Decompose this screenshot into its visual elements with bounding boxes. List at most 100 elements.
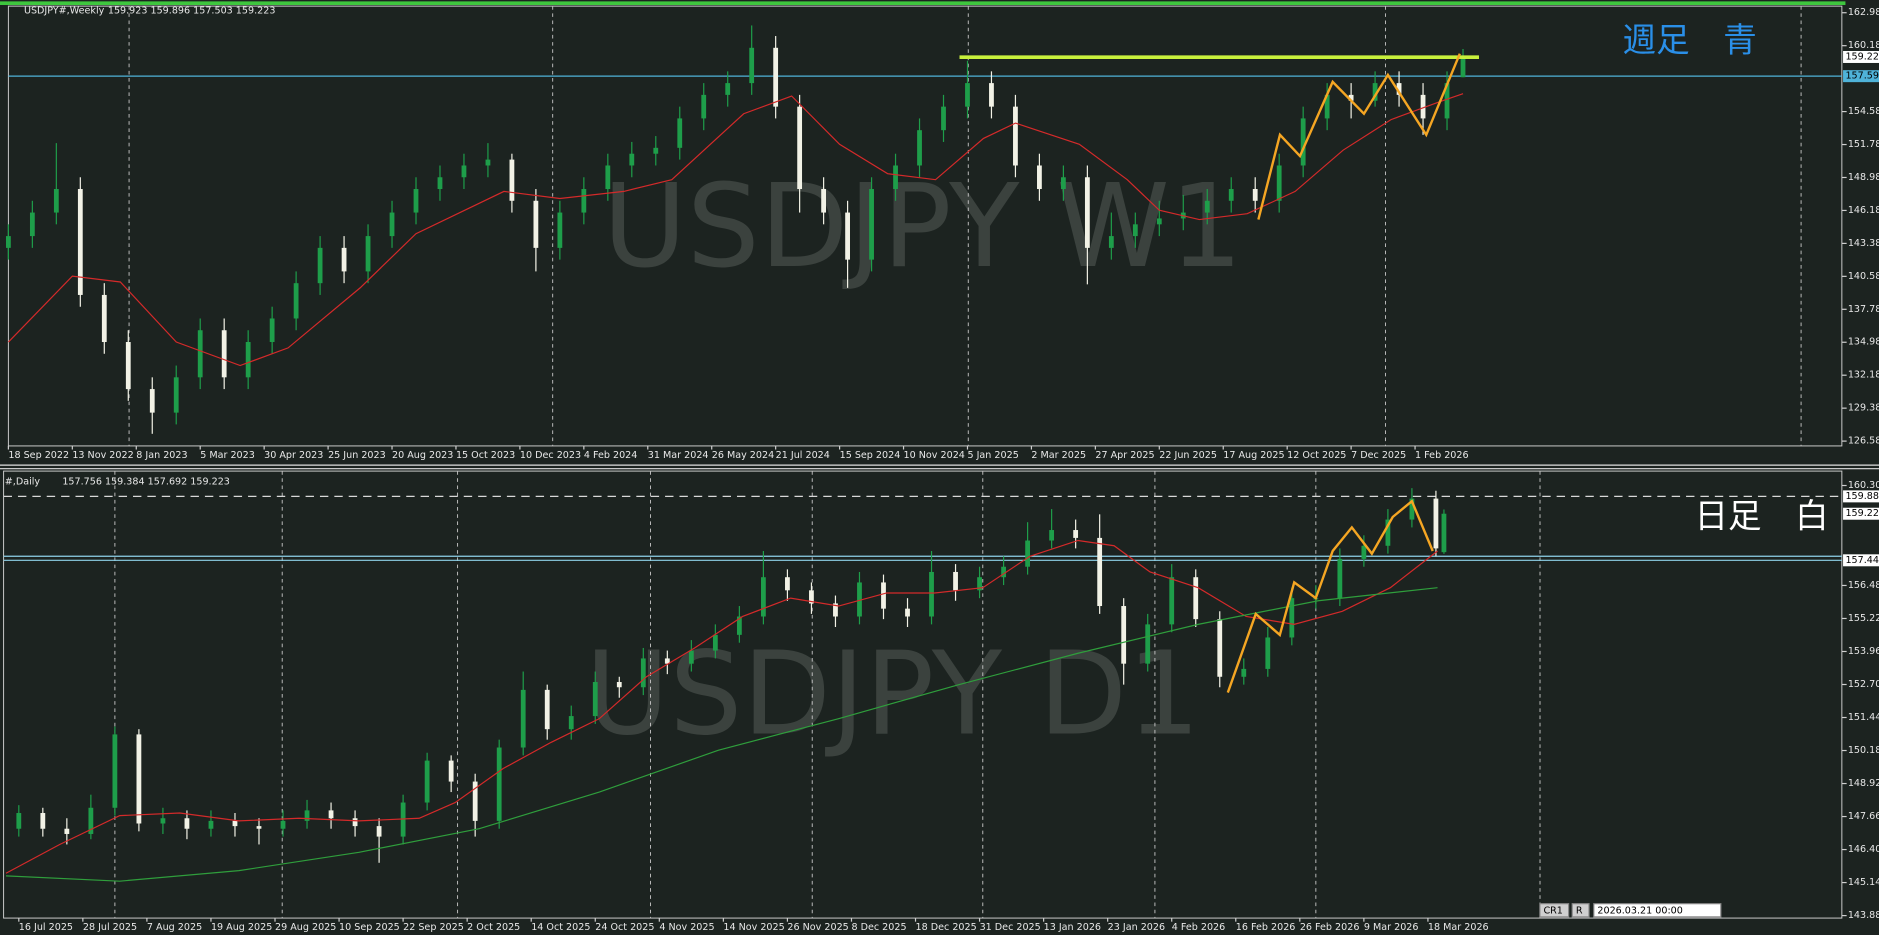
candle-body — [1433, 498, 1439, 549]
candle-body — [77, 189, 83, 295]
x-tick-label: 10 Sep 2025 — [339, 922, 400, 933]
candle-body — [1145, 624, 1151, 664]
line — [5, 587, 1438, 882]
x-tick-label: 26 May 2024 — [712, 450, 774, 461]
candle-body — [496, 747, 502, 821]
candle-body — [341, 247, 347, 272]
candle-body — [269, 318, 275, 343]
candle-body — [1289, 598, 1295, 638]
candle-body — [640, 658, 646, 688]
x-tick-label: 17 Aug 2025 — [1223, 450, 1284, 461]
x-tick-label: 25 Jun 2023 — [328, 450, 386, 461]
candle-body — [953, 571, 958, 591]
x-tick-label: 21 Jul 2024 — [776, 450, 830, 461]
candle-body — [688, 650, 694, 664]
candle-body — [376, 826, 382, 837]
candle-body — [821, 189, 827, 213]
candle-body — [149, 389, 155, 413]
candle-body — [1084, 177, 1090, 248]
candle-body — [1049, 530, 1055, 541]
x-tick-label: 7 Dec 2025 — [1351, 450, 1406, 461]
candle-body — [317, 247, 323, 284]
x-tick-label: 24 Oct 2025 — [595, 922, 654, 933]
x-tick-label: 15 Oct 2023 — [456, 450, 515, 461]
candle-body — [701, 94, 707, 119]
candle-body — [389, 212, 395, 237]
candle-body — [125, 342, 131, 390]
candle-body — [533, 200, 539, 248]
x-tick-label: 29 Aug 2025 — [275, 922, 336, 933]
candle-body — [437, 177, 443, 190]
candle-body — [197, 330, 203, 378]
x-tick-label: 26 Nov 2025 — [787, 922, 848, 933]
price-label-box — [1843, 70, 1879, 83]
candle-body — [1252, 189, 1258, 201]
candle-body — [208, 820, 214, 829]
candle-body — [1337, 558, 1343, 599]
candle-body — [1073, 530, 1079, 538]
x-tick-label: 15 Sep 2024 — [840, 450, 901, 461]
x-tick-label: 12 Oct 2025 — [1287, 450, 1346, 461]
x-tick-label: 13 Nov 2022 — [72, 450, 133, 461]
candle-body — [1276, 165, 1282, 201]
ohlc-text: 159.923 159.896 157.503 159.223 — [108, 5, 276, 16]
candle-body — [1361, 545, 1367, 559]
x-tick-label: 16 Jul 2025 — [19, 922, 73, 933]
candle-body — [761, 577, 766, 617]
y-tick-label: 162.98 — [1848, 7, 1879, 18]
watermark: USDJPY D1 — [585, 628, 1200, 762]
candle-body — [1372, 83, 1378, 101]
candle-body — [365, 236, 371, 272]
y-tick-label: 160.300 — [1848, 480, 1879, 491]
y-tick-label: 151.78 — [1848, 139, 1879, 150]
candle-body — [881, 582, 886, 609]
candle-body — [605, 165, 611, 190]
price-label-box — [1843, 554, 1879, 567]
candle-body — [1324, 94, 1330, 119]
candle-body — [869, 189, 874, 260]
x-tick-label: 4 Feb 2026 — [1172, 922, 1226, 933]
candle-body — [1217, 619, 1223, 677]
price-label-box — [1843, 50, 1879, 63]
x-tick-label: 31 Dec 2025 — [980, 922, 1041, 933]
candle-body — [352, 818, 358, 827]
y-tick-label: 143.38 — [1848, 238, 1879, 249]
price-label-box — [1843, 490, 1879, 503]
x-tick-label: 27 Apr 2025 — [1095, 450, 1154, 461]
candle-body — [472, 781, 478, 821]
price-label-box — [1843, 507, 1879, 520]
candle-body — [520, 689, 526, 748]
price-label: 159.223 — [1845, 508, 1879, 519]
candle-body — [1228, 189, 1234, 201]
candle-body — [160, 818, 166, 824]
candle-body — [136, 734, 142, 824]
candle-body — [232, 820, 238, 827]
candle-body — [256, 826, 262, 829]
status-text: CR1 — [1543, 905, 1562, 916]
status-box — [1593, 903, 1722, 918]
candle-body — [16, 813, 22, 829]
x-tick-label: 31 Mar 2024 — [648, 450, 709, 461]
y-tick-label: 140.58 — [1848, 271, 1879, 282]
status-box — [1539, 903, 1570, 918]
status-text: R — [1576, 905, 1583, 916]
candle-body — [653, 147, 659, 154]
candle-body — [304, 810, 310, 821]
candle-body — [448, 760, 454, 782]
candle-body — [1300, 118, 1306, 166]
candle-body — [1193, 577, 1199, 620]
candle-body — [1420, 94, 1426, 119]
x-tick-label: 8 Jan 2023 — [136, 450, 187, 461]
candle-body — [845, 212, 850, 260]
candle-body — [557, 212, 563, 248]
candle-body — [1060, 177, 1066, 190]
x-tick-label: 22 Sep 2025 — [403, 922, 464, 933]
candle-body — [725, 83, 731, 95]
candle-body — [736, 616, 742, 635]
candle-body — [1108, 236, 1114, 248]
candle-body — [1169, 577, 1175, 625]
x-tick-label: 19 Aug 2025 — [211, 922, 272, 933]
candle-body — [1037, 165, 1042, 190]
candle-body — [581, 189, 587, 213]
